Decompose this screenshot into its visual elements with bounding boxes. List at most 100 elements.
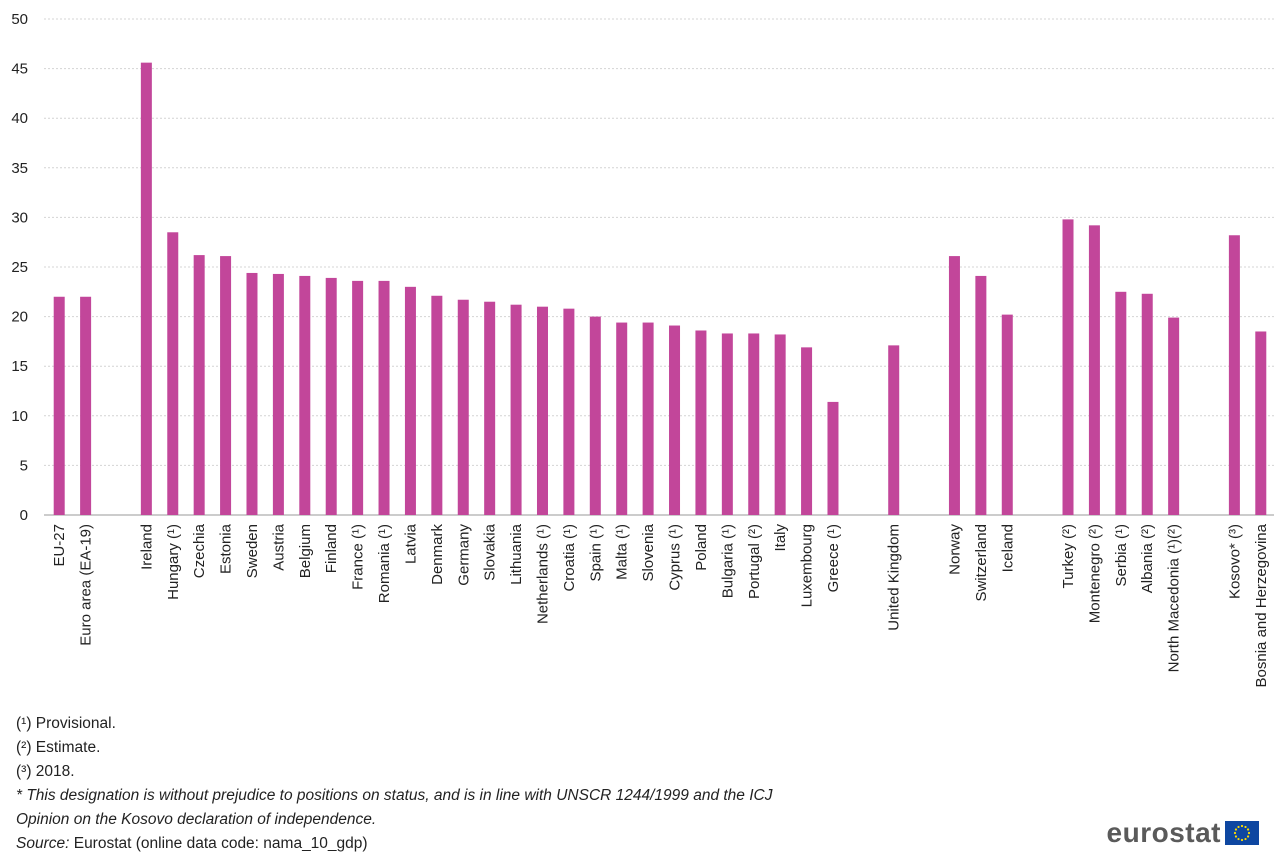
bar <box>220 256 232 515</box>
x-category-label: Hungary (¹) <box>165 524 182 600</box>
bar <box>888 345 900 515</box>
bar <box>299 275 311 515</box>
bar <box>669 325 681 515</box>
x-category-label: North Macedonia (¹)(²) <box>1166 524 1183 672</box>
x-category-label: Finland <box>323 524 340 573</box>
bar <box>801 347 813 515</box>
y-tick-label: 15 <box>11 358 28 375</box>
bar <box>80 296 92 515</box>
x-category-label: Euro area (EA-19) <box>78 524 95 646</box>
bar <box>975 275 987 515</box>
bar <box>272 273 284 515</box>
x-category-label: Luxembourg <box>799 524 816 607</box>
x-category-label: Germany <box>455 524 472 586</box>
y-tick-label: 5 <box>20 457 28 474</box>
x-category-label: Austria <box>270 523 287 570</box>
flag-star-icon <box>1246 835 1250 838</box>
bar <box>352 280 364 515</box>
footnote-estimate: (²) Estimate. <box>16 739 101 756</box>
flag-star-icon <box>1237 837 1240 841</box>
bar <box>1141 293 1153 515</box>
x-category-label: Portugal (²) <box>746 524 763 599</box>
footnote-2018: (³) 2018. <box>16 763 75 780</box>
x-category-label: Czechia <box>191 523 208 578</box>
flag-star-icon <box>1246 828 1250 831</box>
x-category-label: Belgium <box>297 524 314 578</box>
x-category-label: Sweden <box>244 524 261 578</box>
y-tick-label: 25 <box>11 259 28 276</box>
x-category-label: Iceland <box>999 524 1016 572</box>
bar <box>948 256 960 515</box>
footnotes: (¹) Provisional. (²) Estimate. (³) 2018.… <box>16 712 772 856</box>
flag-star-icon <box>1240 824 1244 828</box>
x-category-label: Poland <box>693 524 710 571</box>
x-category-label: Slovenia <box>640 523 657 581</box>
bar <box>695 330 707 515</box>
x-category-label: Turkey (²) <box>1060 524 1077 588</box>
x-category-label: Bosnia and Herzegovina <box>1253 523 1270 687</box>
y-tick-label: 35 <box>11 160 28 177</box>
bar <box>616 322 628 515</box>
x-category-label: Lithuania <box>508 523 525 585</box>
x-category-label: Ireland <box>138 524 155 570</box>
x-category-label: Latvia <box>402 523 419 564</box>
x-category-label: Croatia (¹) <box>561 524 578 592</box>
bar <box>721 333 733 515</box>
bar-chart: 0 5 10 15 20 25 30 35 40 45 50 EU-27 Euro area (EA-… <box>11 11 1274 687</box>
x-category-label: Serbia (¹) <box>1113 524 1130 587</box>
x-category-label: United Kingdom <box>886 524 903 631</box>
x-category-label: Denmark <box>429 524 446 585</box>
bar <box>827 401 839 515</box>
bar <box>589 316 601 515</box>
bar <box>1115 291 1127 515</box>
x-category-label: Malta (¹) <box>614 524 631 580</box>
x-category-label: Albania (²) <box>1139 524 1156 593</box>
y-tick-label: 50 <box>11 11 28 28</box>
bar <box>642 322 654 515</box>
x-category-label: Cyprus (¹) <box>667 524 684 591</box>
flag-star-icon <box>1240 838 1244 842</box>
x-category-label: Bulgaria (¹) <box>719 524 736 598</box>
x-category-label: Switzerland <box>973 524 990 602</box>
y-axis-ticks: 0 5 10 15 20 25 30 35 40 45 50 <box>11 11 28 524</box>
x-category-label: Estonia <box>218 523 235 574</box>
flag-star-icon <box>1237 825 1240 829</box>
x-category-label: France (¹) <box>350 524 367 590</box>
bar <box>378 280 390 515</box>
x-category-label: Spain (¹) <box>587 524 604 582</box>
x-category-label: Netherlands (¹) <box>534 524 551 624</box>
y-tick-label: 20 <box>11 309 28 326</box>
flag-star-icon <box>1247 831 1251 835</box>
x-category-label: EU-27 <box>51 524 68 567</box>
eurostat-logo: eurostat <box>1107 817 1259 849</box>
bar <box>140 62 152 515</box>
eu-flag-icon <box>1225 821 1259 845</box>
x-axis-labels: EU-27 Euro area (EA-19) Ireland Hungary (¹)… <box>51 523 1270 687</box>
bar <box>1088 225 1100 515</box>
bar <box>1062 219 1074 515</box>
bar <box>457 299 469 515</box>
flag-star-icon <box>1234 828 1238 831</box>
flag-star-icon <box>1244 825 1247 829</box>
bar <box>53 296 65 515</box>
bar <box>246 272 258 515</box>
flag-star-icon <box>1233 831 1237 835</box>
y-tick-label: 40 <box>11 110 28 127</box>
bar <box>431 295 443 515</box>
source-label: Source: <box>16 835 70 852</box>
source-text: Eurostat (online data code: nama_10_gdp) <box>69 835 368 852</box>
flag-star-icon <box>1234 835 1238 838</box>
y-tick-label: 0 <box>20 507 28 524</box>
bar <box>510 304 522 515</box>
x-category-label: Greece (¹) <box>825 524 842 592</box>
bar <box>1001 314 1013 515</box>
bar <box>167 232 179 515</box>
bar <box>1255 331 1267 515</box>
bar <box>1168 317 1180 515</box>
bar <box>404 286 416 515</box>
bar <box>774 334 786 515</box>
source-line: Source: Eurostat (online data code: nama… <box>16 832 772 856</box>
x-category-label: Italy <box>772 524 789 552</box>
bar <box>325 277 337 515</box>
x-category-label: Slovakia <box>482 523 499 580</box>
